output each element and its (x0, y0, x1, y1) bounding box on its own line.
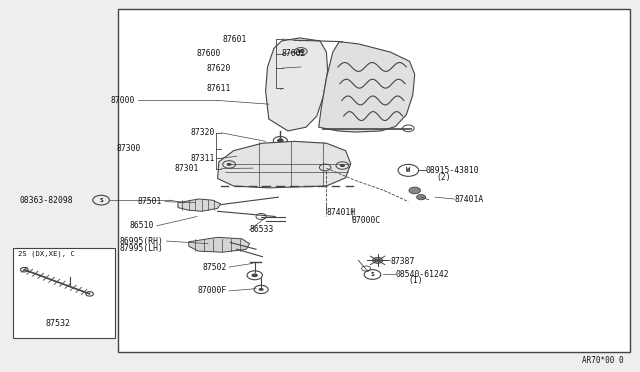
Circle shape (372, 257, 383, 263)
Text: 87502: 87502 (203, 263, 227, 272)
Polygon shape (218, 141, 351, 188)
Text: 87600: 87600 (196, 49, 221, 58)
Text: 87401H: 87401H (326, 208, 356, 217)
Polygon shape (319, 42, 415, 132)
Text: 87387: 87387 (390, 257, 415, 266)
Text: 86533: 86533 (250, 225, 274, 234)
Text: 87401A: 87401A (454, 195, 484, 204)
Text: 87611: 87611 (206, 84, 230, 93)
Text: 08915-43810: 08915-43810 (426, 166, 479, 175)
Text: (1): (1) (408, 276, 423, 285)
Text: S: S (371, 272, 374, 277)
Circle shape (259, 288, 264, 291)
Text: 86995(RH): 86995(RH) (119, 237, 163, 246)
FancyBboxPatch shape (118, 9, 630, 352)
Text: 86510: 86510 (129, 221, 154, 230)
Text: 87000: 87000 (110, 96, 134, 105)
Text: 87601: 87601 (222, 35, 246, 44)
Text: 87501: 87501 (138, 197, 162, 206)
Text: 08363-82098: 08363-82098 (20, 196, 74, 205)
Text: 87000C: 87000C (352, 216, 381, 225)
Circle shape (227, 163, 232, 166)
Text: W: W (406, 167, 410, 173)
Text: S: S (99, 198, 103, 203)
Circle shape (340, 164, 345, 167)
Circle shape (417, 195, 426, 200)
Text: 87602: 87602 (282, 49, 306, 58)
Circle shape (409, 187, 420, 194)
Text: 87311: 87311 (190, 154, 214, 163)
Text: 87620: 87620 (206, 64, 230, 73)
FancyBboxPatch shape (13, 248, 115, 338)
Circle shape (278, 139, 283, 142)
Polygon shape (189, 237, 250, 252)
Circle shape (252, 273, 258, 277)
Text: 87000F: 87000F (198, 286, 227, 295)
Text: 87995(LH): 87995(LH) (119, 244, 163, 253)
Text: 87300: 87300 (116, 144, 141, 153)
Text: 2S (DX,XE), C: 2S (DX,XE), C (18, 250, 75, 257)
Circle shape (298, 50, 303, 53)
Polygon shape (266, 38, 328, 131)
Text: AR70*00 0: AR70*00 0 (582, 356, 624, 365)
Text: 87301: 87301 (174, 164, 198, 173)
Polygon shape (178, 199, 221, 211)
Text: 87320: 87320 (190, 128, 214, 137)
Text: 87532: 87532 (45, 319, 70, 328)
Text: (2): (2) (436, 173, 451, 182)
Text: 08540-61242: 08540-61242 (396, 270, 449, 279)
